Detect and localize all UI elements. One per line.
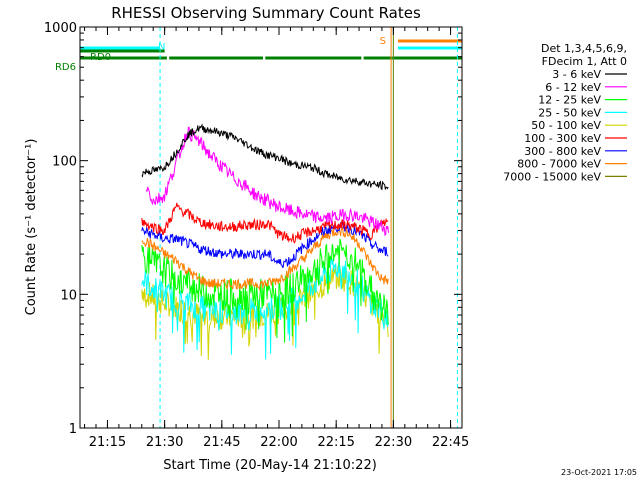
legend-label-5: 100 - 300 keV xyxy=(524,132,601,145)
chart-title: RHESSI Observing Summary Count Rates xyxy=(111,4,421,22)
legend-label-1: 6 - 12 keV xyxy=(545,81,601,94)
series-line-3-6-kev xyxy=(141,123,389,191)
legend-label-6: 300 - 800 keV xyxy=(524,145,601,158)
state-bars: NSRD0RD6 xyxy=(55,36,462,73)
legend-title-line-0: Det 1,3,4,5,6,9, xyxy=(541,42,627,55)
footer-timestamp: 23-Oct-2021 17:05 xyxy=(561,468,637,477)
legend-label-4: 50 - 100 keV xyxy=(531,119,601,132)
x-tick-label-2: 21:45 xyxy=(203,435,240,450)
legend-label-0: 3 - 6 keV xyxy=(552,68,601,81)
legend-label-7: 800 - 7000 keV xyxy=(517,158,601,171)
y-tick-label-1: 10 xyxy=(60,288,77,303)
series-line-300-800-kev xyxy=(141,219,389,268)
y-tick-label-2: 100 xyxy=(52,155,77,170)
series-line-25-50-kev xyxy=(141,255,389,360)
state-label-n: N xyxy=(158,42,165,53)
axes: 1 10 100 1000 21:15 21:30 21:45 22:00 22:15 22:30… xyxy=(44,21,469,450)
series-line-800-7000-kev xyxy=(141,226,389,291)
legend-label-2: 12 - 25 keV xyxy=(538,94,601,107)
y-tick-label-3: 1000 xyxy=(44,21,77,36)
y-tick-label-0: 1 xyxy=(69,422,77,437)
state-label-rd6: RD6 xyxy=(55,62,76,73)
x-tick-label-4: 22:15 xyxy=(317,435,354,450)
series-line-100-300-kev xyxy=(141,202,389,244)
vertical-markers xyxy=(79,27,458,428)
x-tick-label-6: 22:45 xyxy=(432,435,469,450)
legend-label-8: 7000 - 15000 keV xyxy=(503,170,601,183)
x-tick-label-1: 21:30 xyxy=(146,435,183,450)
y-axis-label: Count Rate (s⁻¹ detector⁻¹) xyxy=(24,139,39,316)
plot-frame xyxy=(79,26,463,429)
x-axis-label: Start Time (20-May-14 21:10:22) xyxy=(163,458,377,473)
series-line-6-12-kev xyxy=(145,126,389,237)
legend-label-3: 25 - 50 keV xyxy=(538,106,601,119)
series-line-12-25-kev xyxy=(141,238,389,343)
x-tick-label-3: 22:00 xyxy=(260,435,297,450)
legend: Det 1,3,4,5,6,9,FDecim 1, Att 03 - 6 keV… xyxy=(503,42,627,183)
x-tick-label-0: 21:15 xyxy=(89,435,126,450)
legend-title-line-1: FDecim 1, Att 0 xyxy=(542,55,627,68)
x-tick-label-5: 22:30 xyxy=(375,435,412,450)
state-label-s: S xyxy=(380,36,386,47)
series-lines xyxy=(141,123,389,360)
